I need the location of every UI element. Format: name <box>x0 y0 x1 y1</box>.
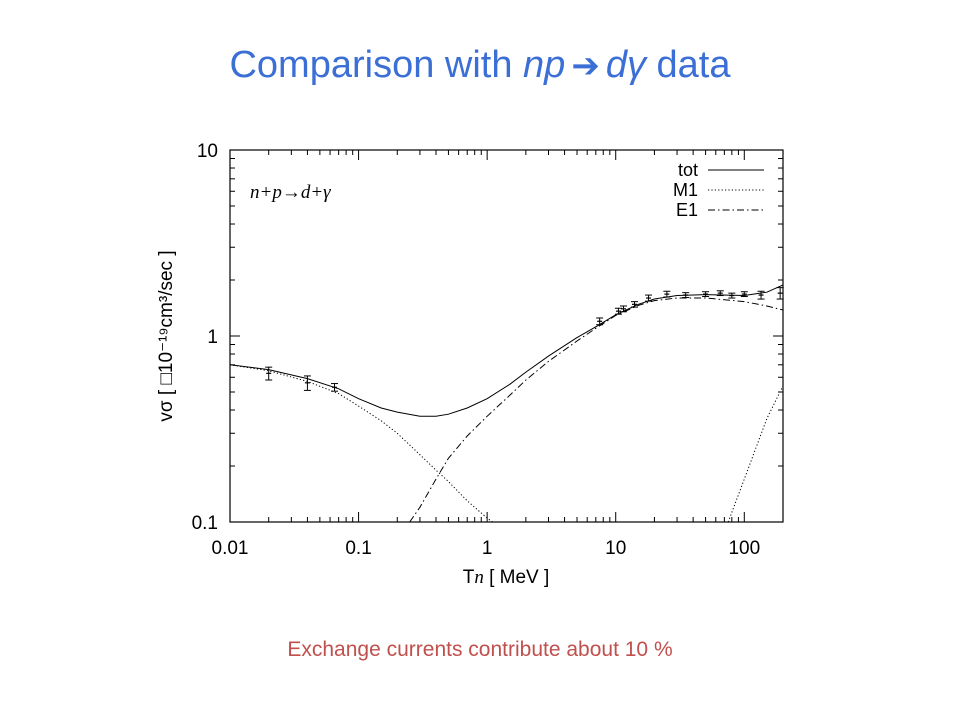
data-point <box>303 375 311 391</box>
chart-axes: 0.01 0.1 1 10 100 0.1 1 10 <box>192 141 784 559</box>
x-tick-label: 0.1 <box>345 538 371 559</box>
data-point <box>614 307 622 315</box>
data-point <box>596 317 604 326</box>
title-np: np <box>523 44 566 86</box>
legend-label: M1 <box>673 180 698 200</box>
slide-caption: Exchange currents contribute about 10 % <box>287 638 673 661</box>
title-dgamma: dγ <box>605 44 646 86</box>
series-line-m1-segment-2 <box>727 385 783 522</box>
x-axis-label-prefix: T <box>463 567 475 588</box>
data-point <box>265 366 273 381</box>
x-tick-label: 10 <box>605 538 626 559</box>
legend-label: E1 <box>676 200 698 220</box>
data-point <box>663 290 671 298</box>
data-point <box>682 292 690 299</box>
chart-data-points <box>265 287 784 392</box>
title-suffix: data <box>645 44 731 86</box>
data-point <box>740 291 748 298</box>
x-axis-label-suffix: [ MeV ] <box>484 567 549 588</box>
chart-curves <box>230 284 783 522</box>
data-point <box>645 294 653 302</box>
series-line-tot <box>230 284 783 417</box>
y-tick-label: 10 <box>197 141 218 162</box>
title-prefix: Comparison with <box>229 44 524 86</box>
data-point <box>631 301 639 308</box>
data-point <box>757 290 765 300</box>
legend-item-m1: M1 <box>673 180 764 200</box>
x-tick-label: 0.01 <box>212 538 249 559</box>
x-axis-label: Tn [ MeV ] <box>463 567 550 588</box>
y-tick-label: 1 <box>207 327 218 348</box>
legend-item-e1: E1 <box>676 200 764 220</box>
x-tick-label: 100 <box>728 538 760 559</box>
slide-title: Comparison with np ➔ dγ data <box>0 44 960 87</box>
data-point <box>716 290 724 297</box>
x-tick-label: 1 <box>482 538 493 559</box>
data-point <box>331 383 339 392</box>
series-line-e1 <box>409 297 783 522</box>
legend-item-tot: tot <box>678 160 764 180</box>
y-tick-label: 0.1 <box>192 513 218 534</box>
data-point <box>728 292 736 299</box>
reaction-annotation: n+p→d+γ <box>250 182 331 203</box>
legend-label: tot <box>678 160 698 180</box>
plot-frame <box>229 149 784 523</box>
right-arrow-icon: ➔ <box>571 47 600 85</box>
series-line-m1 <box>230 364 493 522</box>
y-axis-label: vσ [ □10⁻¹⁹cm³/sec ] <box>156 250 177 421</box>
x-axis-label-subscript: n <box>474 567 484 588</box>
data-point <box>702 291 710 298</box>
data-point <box>620 305 628 313</box>
